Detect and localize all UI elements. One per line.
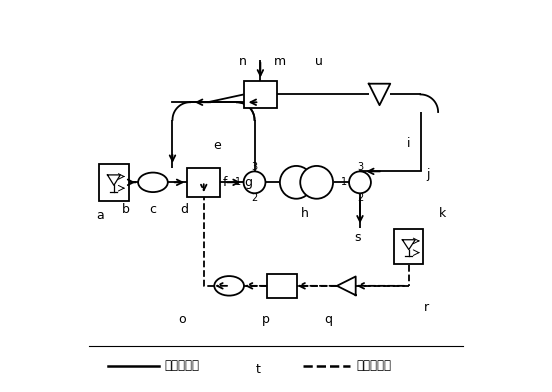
- Bar: [394, 229, 423, 264]
- Text: o: o: [178, 312, 186, 325]
- Circle shape: [300, 166, 333, 199]
- Ellipse shape: [214, 276, 244, 296]
- Text: n: n: [239, 55, 247, 68]
- Text: 2: 2: [251, 193, 258, 203]
- Circle shape: [280, 166, 312, 199]
- Bar: [267, 274, 296, 298]
- Ellipse shape: [138, 172, 168, 192]
- Text: u: u: [315, 55, 323, 68]
- Bar: [244, 81, 277, 108]
- Text: c: c: [150, 203, 156, 216]
- Text: h: h: [301, 207, 309, 220]
- Text: q: q: [325, 312, 333, 325]
- Text: b: b: [121, 203, 130, 216]
- Circle shape: [243, 171, 266, 193]
- Text: i: i: [407, 137, 411, 150]
- Text: 实线为光域: 实线为光域: [164, 359, 200, 372]
- Text: 虚线为电域: 虚线为电域: [356, 359, 391, 372]
- Polygon shape: [337, 276, 355, 295]
- Text: t: t: [256, 363, 261, 376]
- Bar: [99, 164, 129, 201]
- Polygon shape: [369, 84, 390, 105]
- Text: 1: 1: [236, 177, 242, 187]
- Text: f: f: [223, 176, 227, 189]
- Text: m: m: [274, 55, 286, 68]
- Bar: [187, 168, 220, 197]
- Text: p: p: [262, 312, 270, 325]
- Circle shape: [349, 171, 371, 193]
- Text: r: r: [424, 301, 429, 314]
- Text: j: j: [427, 168, 430, 181]
- Text: a: a: [97, 209, 104, 222]
- Text: k: k: [438, 207, 445, 220]
- Text: 1: 1: [341, 177, 347, 187]
- Text: g: g: [245, 176, 253, 189]
- Text: 2: 2: [357, 193, 363, 203]
- Text: e: e: [214, 139, 221, 152]
- Text: 3: 3: [357, 162, 363, 172]
- Text: s: s: [355, 230, 361, 243]
- Text: d: d: [180, 203, 188, 216]
- Text: 3: 3: [252, 162, 258, 172]
